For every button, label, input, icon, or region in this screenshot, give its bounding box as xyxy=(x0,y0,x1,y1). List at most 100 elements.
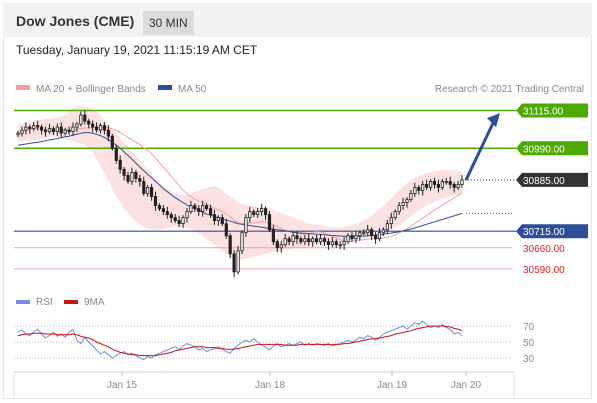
candle-body xyxy=(303,238,307,243)
candle xyxy=(373,232,378,244)
candle xyxy=(32,122,36,132)
candle-body xyxy=(448,180,452,185)
candle-body xyxy=(146,187,150,194)
candle-body xyxy=(409,193,413,200)
candle-body xyxy=(102,125,107,131)
candle xyxy=(201,200,205,217)
candle xyxy=(377,227,382,242)
candle xyxy=(460,175,464,188)
candle-body xyxy=(106,129,110,137)
candle-body xyxy=(142,180,146,194)
candle-body xyxy=(436,183,441,188)
candle xyxy=(322,236,327,246)
ma50-line xyxy=(17,132,463,238)
candle-body xyxy=(28,126,32,129)
candle xyxy=(204,203,209,211)
candle-body xyxy=(71,126,75,132)
candle-body xyxy=(114,147,118,161)
ma20-legend-label: MA 20 + Bollinger Bands xyxy=(36,84,146,95)
candle-body xyxy=(87,120,91,125)
candle xyxy=(358,230,362,241)
candle-body xyxy=(275,241,279,249)
candle-body xyxy=(263,208,268,216)
candle xyxy=(291,232,295,246)
candle-body xyxy=(350,235,354,240)
candle xyxy=(161,204,165,215)
candle xyxy=(311,236,315,247)
candle xyxy=(432,177,437,189)
level-tag-0 xyxy=(516,103,588,118)
candle xyxy=(248,206,252,223)
candle xyxy=(267,210,272,233)
candle-body xyxy=(232,253,236,273)
candle-body xyxy=(252,211,256,216)
candle-body xyxy=(330,241,335,246)
candle-body xyxy=(369,229,374,237)
candle-body xyxy=(59,126,63,134)
candle xyxy=(393,209,397,221)
candle xyxy=(67,126,71,135)
candle-body xyxy=(381,229,386,234)
candle xyxy=(417,185,421,195)
candle-body xyxy=(83,114,87,122)
candle xyxy=(224,218,228,240)
candle xyxy=(173,214,177,224)
candle xyxy=(263,206,268,220)
candle-body xyxy=(181,217,185,225)
candle xyxy=(102,122,107,135)
bollinger-band-area xyxy=(18,106,462,260)
candle xyxy=(106,125,110,142)
candle xyxy=(397,201,401,215)
candle-body xyxy=(287,238,291,243)
candle xyxy=(149,183,154,201)
candle xyxy=(142,176,146,196)
candle xyxy=(169,212,173,223)
candle xyxy=(385,220,390,234)
candle xyxy=(405,197,409,208)
candle-body xyxy=(279,244,283,249)
candle-body xyxy=(173,217,177,222)
candle xyxy=(413,182,417,197)
candle-body xyxy=(95,126,99,131)
ma20-legend-swatch xyxy=(16,85,30,90)
candle xyxy=(428,179,433,191)
candle xyxy=(177,215,181,227)
candle-body xyxy=(377,232,382,240)
candle-body xyxy=(79,114,83,125)
candle xyxy=(318,233,323,246)
candle-body xyxy=(397,205,401,213)
candle-body xyxy=(212,214,217,222)
candle-body xyxy=(20,129,24,134)
candle-body xyxy=(91,123,95,128)
candle xyxy=(307,233,311,246)
candle-body xyxy=(385,223,390,231)
candle-body xyxy=(32,125,36,129)
level-label-0: 31115.00 xyxy=(523,107,564,118)
candle-body xyxy=(338,244,342,247)
candle xyxy=(342,236,346,250)
candle xyxy=(369,227,374,240)
ma50-legend-label: MA 50 xyxy=(178,84,207,95)
candle xyxy=(75,121,79,133)
x-tick-label-2: Jan 19 xyxy=(377,380,407,391)
candle-body xyxy=(259,208,264,213)
x-tick-label-0: Jan 15 xyxy=(107,380,137,391)
level-label-3: 30715.00 xyxy=(523,227,565,238)
candle-body xyxy=(177,220,181,225)
level-lines xyxy=(14,109,516,270)
ma20-line xyxy=(17,126,463,242)
candle xyxy=(252,209,256,218)
candle xyxy=(28,124,32,134)
timeframe-badge[interactable]: 30 MIN xyxy=(143,11,194,35)
candle-body xyxy=(224,223,228,237)
candle-body xyxy=(153,196,158,206)
candle xyxy=(79,111,83,127)
candle-body xyxy=(189,205,193,213)
level-label-5: 30590.00 xyxy=(523,265,565,276)
level-label-4: 30660.00 xyxy=(523,244,565,255)
candle xyxy=(346,233,350,245)
datetime-label: Tuesday, January 19, 2021 11:15:19 AM CE… xyxy=(16,43,258,57)
candle-body xyxy=(271,229,276,243)
candle xyxy=(138,174,142,187)
candle xyxy=(24,122,28,135)
